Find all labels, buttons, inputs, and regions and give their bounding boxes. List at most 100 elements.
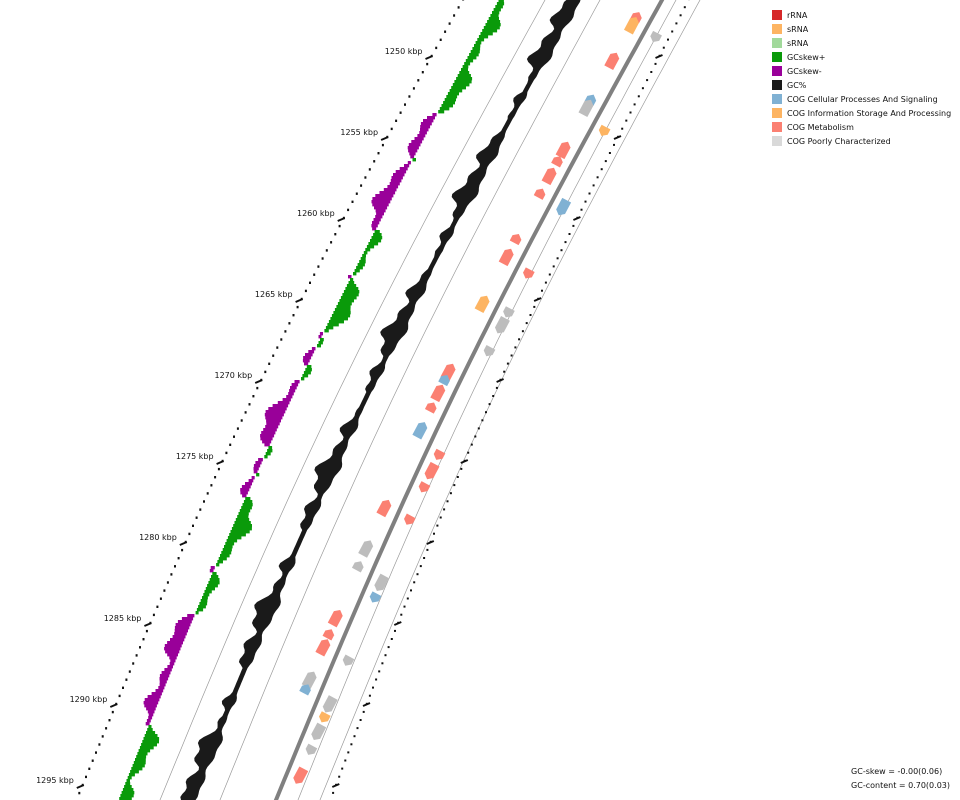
minor-tick-outer (88, 767, 91, 770)
gc-skew-neg-bar (159, 680, 167, 684)
minor-tick-inner (347, 751, 350, 754)
minor-tick-inner (492, 395, 495, 397)
gc-skew-pos-bar (483, 26, 500, 30)
minor-tick-inner (353, 735, 356, 738)
legend-item-gcskew-pos: GCskew+ (772, 50, 951, 64)
major-tick-inner (533, 297, 542, 302)
minor-tick-outer (334, 233, 337, 236)
gc-skew-neg-bar (379, 191, 396, 195)
minor-tick-inner (641, 87, 644, 90)
gc-skew-neg-bar (145, 722, 150, 726)
minor-tick-inner (510, 354, 513, 357)
minor-tick-outer (98, 743, 101, 746)
legend-item-cog-metabolism: COG Metabolism (772, 120, 951, 134)
gc-skew-pos-bar (139, 746, 154, 750)
gc-skew-pos-bar (438, 110, 445, 114)
cog-feature-poorly-characterized (351, 561, 364, 573)
gc-skew-pos-bar (147, 728, 153, 732)
major-tick-inner (393, 621, 402, 626)
minor-tick-inner (596, 176, 599, 179)
scale-ticks (76, 0, 690, 795)
gc-skew-pos-bar (350, 278, 354, 282)
minor-tick-outer (355, 192, 358, 195)
minor-tick-outer (210, 484, 213, 487)
gc-skew-pos-bar (222, 548, 232, 552)
cog-feature-shape (503, 306, 515, 318)
gc-skew-neg-bar (420, 125, 431, 129)
gc-skew-neg-bar (419, 131, 427, 135)
cog-feature-shape (556, 197, 572, 216)
cog-feature-metabolism (322, 629, 335, 641)
gc-skew-pos-bar (366, 245, 375, 249)
gc-skew-neg-bar (268, 407, 287, 411)
gc-skew-pos-bar (370, 239, 382, 243)
minor-tick-outer (325, 249, 328, 252)
gc-skew-pos-bar (456, 77, 473, 81)
gc-skew-neg-bar (174, 629, 188, 633)
gc-skew-pos-bar (199, 602, 208, 606)
cog-feature-shape (604, 52, 620, 71)
gc-skew-neg-bar (151, 692, 162, 696)
minor-tick-inner (529, 314, 532, 316)
legend-item-cog-cellular: COG Cellular Processes And Signaling (772, 92, 951, 106)
cog-feature-metabolism (498, 248, 514, 267)
gc-skew-neg-bar (319, 332, 323, 336)
gc-skew-pos-bar (303, 371, 311, 375)
gc-skew-neg-bar (240, 488, 250, 492)
gc-skew-pos-bar (374, 230, 380, 234)
gc-skew-pos-bar (339, 299, 354, 303)
cog-feature-cellular-processes-and-signaling (556, 197, 572, 216)
minor-tick-inner (485, 411, 487, 414)
minor-tick-inner (446, 500, 449, 503)
minor-tick-inner (525, 322, 528, 325)
gc-skew-pos-bar (488, 17, 499, 21)
gc-skew-pos-bar (132, 764, 145, 768)
cog-feature-poorly-characterized (342, 654, 355, 666)
cog-feature-shape (555, 141, 571, 160)
cog-feature-shape (322, 695, 338, 713)
gc-skew-pos-bar (487, 20, 501, 24)
cog-feature-metabolism (430, 384, 446, 403)
minor-tick-outer (360, 184, 363, 187)
gc-skew-pos-bar (267, 449, 273, 453)
minor-tick-inner (548, 273, 551, 276)
gc-content-band (180, 0, 581, 800)
gc-skew-pos-bar (333, 311, 351, 315)
cog-feature-cellular-processes-and-signaling (438, 374, 450, 387)
minor-tick-inner (338, 775, 341, 778)
minor-tick-inner (375, 678, 378, 681)
legend-swatch (772, 10, 782, 20)
minor-tick-outer (364, 176, 367, 179)
minor-tick-outer (195, 516, 198, 519)
gc-skew-neg-bar (265, 425, 279, 429)
legend-swatch (772, 24, 782, 34)
gc-skew-pos-bar (141, 743, 157, 747)
minor-tick-outer (163, 589, 166, 592)
minor-tick-outer (462, 0, 465, 1)
gc-skew-neg-bar (348, 275, 352, 279)
gc-skew-neg-bar (253, 467, 259, 471)
gc-skew-neg-bar (374, 206, 388, 210)
cog-feature-shape (327, 609, 343, 628)
cog-feature-shape (412, 422, 428, 440)
legend-label: rRNA (787, 10, 808, 20)
cog-feature-shape (474, 295, 490, 314)
gc-skew-pos-bar (362, 254, 366, 258)
gc-skew-neg-bar (391, 176, 403, 180)
minor-tick-inner (381, 662, 384, 665)
gc-skew-neg-bar (376, 212, 384, 216)
tick-label: 1285 kbp (104, 614, 142, 623)
legend-label: GCskew+ (787, 52, 826, 62)
gc-skew-neg-bar (311, 347, 316, 351)
minor-tick-inner (470, 443, 473, 446)
gc-skew-pos-bar (230, 530, 250, 534)
gc-skew-neg-bar (411, 140, 423, 144)
gc-skew-pos-bar (459, 71, 470, 75)
minor-tick-outer (244, 411, 247, 414)
gc-skew-pos-bar (234, 521, 251, 525)
gc-skew-pos-bar (146, 731, 156, 735)
cog-feature-shape (315, 639, 331, 657)
gc-skew-neg-bar (175, 623, 191, 627)
gc-skew-neg-bar (404, 164, 410, 168)
minor-tick-outer (284, 330, 287, 333)
